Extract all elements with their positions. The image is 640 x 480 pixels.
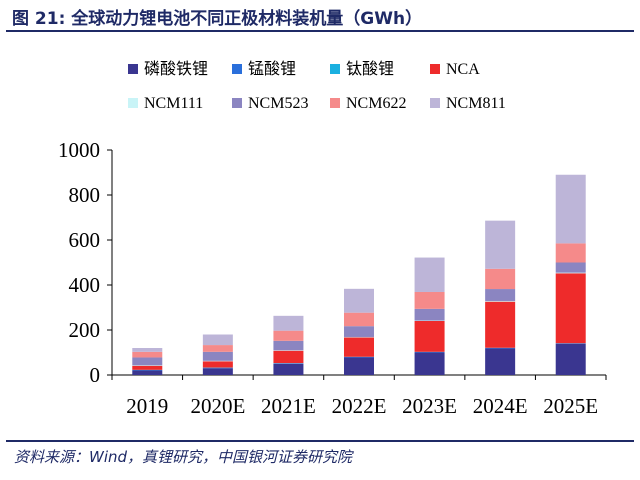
legend-swatch <box>232 98 242 108</box>
x-tick-label: 2022E <box>332 394 387 418</box>
bar-segment <box>555 174 586 244</box>
bar-segment <box>485 220 516 269</box>
bar-segment <box>202 361 233 368</box>
bar-segment <box>485 268 516 290</box>
bar-segment <box>202 334 233 346</box>
bar-segment <box>485 300 516 302</box>
legend-label: NCM622 <box>346 95 406 112</box>
x-tick-label: 2023E <box>402 394 457 418</box>
bar-segment <box>344 357 374 375</box>
x-tick-label: 2019 <box>126 394 168 418</box>
plot-area: 0 200 400 600 800 1000 2019 2020E 2021E 2022E 2023… <box>58 138 607 418</box>
legend-label: NCM811 <box>446 95 506 112</box>
stacked-bar-chart: 磷酸铁锂 锰酸锂 钛酸锂 NCA NCM111 NCM523 NCM622 NCM811 0 2… <box>58 60 607 418</box>
legend-label: NCM111 <box>144 95 203 112</box>
bar-segment <box>555 262 586 273</box>
legend-swatch <box>128 98 138 108</box>
bar-segment <box>202 351 233 361</box>
bar-segment <box>414 321 445 352</box>
y-tick-label: 200 <box>69 318 101 342</box>
legend-swatch <box>430 64 440 74</box>
bar-segment <box>555 273 586 344</box>
bar-segment <box>202 345 233 352</box>
bar-segment <box>344 312 374 327</box>
bar-segment <box>344 288 374 313</box>
x-tick-label: 2024E <box>473 394 528 418</box>
x-tick-label: 2025E <box>543 394 598 418</box>
y-tick-label: 800 <box>69 183 101 207</box>
legend: 磷酸铁锂 锰酸锂 钛酸锂 NCA NCM111 NCM523 NCM622 NCM811 <box>128 60 506 112</box>
bar-segment <box>132 351 163 358</box>
bar-segment <box>485 289 516 301</box>
bar-segment <box>202 368 233 375</box>
bar-segment <box>132 357 163 366</box>
bar-segment <box>414 352 445 375</box>
bar-segment <box>555 272 586 274</box>
y-tick-label: 1000 <box>58 138 100 162</box>
bar-segment <box>485 348 516 375</box>
x-tick-label: 2021E <box>261 394 316 418</box>
bar-segment <box>555 343 586 375</box>
chart-title: 图 21: 全球动力锂电池不同正极材料装机量（GWh） <box>12 9 423 29</box>
x-tick-label: 2020E <box>190 394 245 418</box>
bar-segment <box>132 370 163 375</box>
bar-segment <box>273 340 304 351</box>
bar-segment <box>273 330 304 341</box>
legend-swatch <box>430 98 440 108</box>
bar-segment <box>132 348 163 352</box>
legend-label: 磷酸铁锂 <box>144 60 208 78</box>
bar-segment <box>344 337 374 357</box>
bar-segment <box>273 363 304 375</box>
bar-segment <box>132 365 163 370</box>
legend-swatch <box>330 98 340 108</box>
y-tick-label: 600 <box>69 228 101 252</box>
bar-segment <box>414 308 445 321</box>
y-tick-label: 400 <box>69 273 101 297</box>
legend-label: 钛酸锂 <box>346 60 394 78</box>
bar-segment <box>273 315 304 331</box>
footer-divider <box>6 440 634 442</box>
bar-segment <box>555 243 586 263</box>
legend-swatch <box>128 64 138 74</box>
bar-segment <box>273 350 304 364</box>
legend-swatch <box>330 64 340 74</box>
y-tick-label: 0 <box>90 363 101 387</box>
figure-title-bar: 图 21: 全球动力锂电池不同正极材料装机量（GWh） <box>0 0 640 30</box>
source-note: 资料来源：Wind，真锂研究，中国银河证券研究院 <box>14 448 353 466</box>
bar-segment <box>414 291 445 309</box>
bar-segment <box>344 326 374 337</box>
legend-label: NCM523 <box>248 95 308 112</box>
title-divider <box>6 30 634 32</box>
legend-label: NCA <box>446 61 480 78</box>
bar-segment <box>485 301 516 348</box>
legend-swatch <box>232 64 242 74</box>
bar-segment <box>414 257 445 292</box>
legend-label: 锰酸锂 <box>248 60 296 78</box>
